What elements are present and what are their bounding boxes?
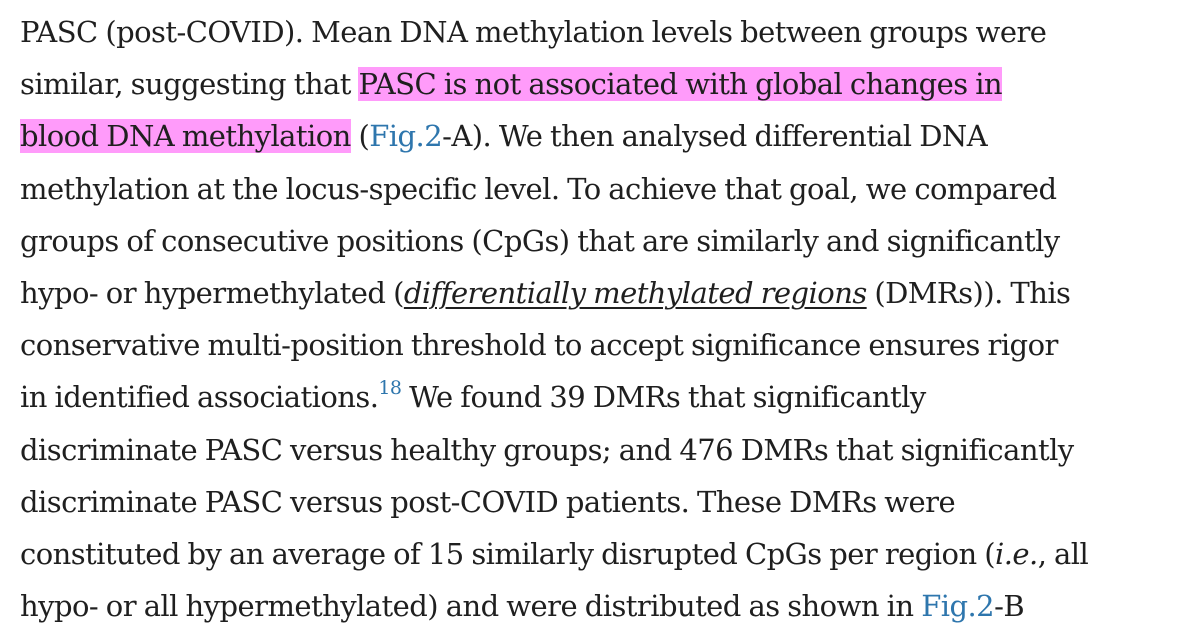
text-line-2: similar, suggesting that PASC is not ass… xyxy=(20,58,1170,110)
text-line-5: groups of consecutive positions (CpGs) t… xyxy=(20,215,1170,267)
line-text: -B xyxy=(994,589,1025,624)
text-line-10: discriminate PASC versus post-COVID pati… xyxy=(20,476,1170,528)
line-text: discriminate PASC versus healthy groups;… xyxy=(20,432,1074,467)
line-text: methylation at the locus-specific level.… xyxy=(20,171,1057,206)
text-line-4: methylation at the locus-specific level.… xyxy=(20,163,1170,215)
line-text: (DMRs)). This xyxy=(866,275,1071,310)
line-text: ( xyxy=(350,119,370,154)
highlighted-text[interactable]: blood DNA methylation xyxy=(20,119,351,154)
line-text: conservative multi-position threshold to… xyxy=(20,328,1058,363)
highlighted-text[interactable]: PASC is not associated with global chang… xyxy=(358,67,1003,102)
line-text: constituted by an average of 15 similarl… xyxy=(20,536,996,571)
article-paragraph: PASC (post-COVID). Mean DNA methylation … xyxy=(20,6,1170,632)
line-text: -A). We then analysed differential DNA xyxy=(442,119,988,154)
line-text: in identified associations. xyxy=(20,380,379,415)
italic-abbreviation: i.e. xyxy=(995,536,1038,571)
figure-link-fig2[interactable]: Fig.2 xyxy=(369,119,443,154)
line-text: , all xyxy=(1037,536,1089,571)
glossary-term-link[interactable]: differentially methylated regions xyxy=(403,275,867,310)
line-text: groups of consecutive positions (CpGs) t… xyxy=(20,223,1060,258)
line-text: discriminate PASC versus post-COVID pati… xyxy=(20,484,956,519)
text-line-3: blood DNA methylation (Fig.2-A). We then… xyxy=(20,110,1170,162)
text-line-7: conservative multi-position threshold to… xyxy=(20,319,1170,371)
reference-link-18[interactable]: 18 xyxy=(378,377,402,400)
text-line-8: in identified associations.18 We found 3… xyxy=(20,371,1170,423)
text-line-9: discriminate PASC versus healthy groups;… xyxy=(20,424,1170,476)
line-text: We found 39 DMRs that significantly xyxy=(401,380,926,415)
text-line-11: constituted by an average of 15 similarl… xyxy=(20,528,1170,580)
line-text: hypo- or hypermethylated ( xyxy=(20,275,404,310)
line-text: PASC (post-COVID). Mean DNA methylation … xyxy=(20,15,1047,49)
figure-link-fig2[interactable]: Fig.2 xyxy=(921,589,995,624)
text-line-1: PASC (post-COVID). Mean DNA methylation … xyxy=(20,6,1170,58)
text-line-12: hypo- or all hypermethylated) and were d… xyxy=(20,580,1170,632)
text-line-6: hypo- or hypermethylated (differentially… xyxy=(20,267,1170,319)
line-text: hypo- or all hypermethylated) and were d… xyxy=(20,589,922,624)
line-text: similar, suggesting that xyxy=(20,67,359,102)
